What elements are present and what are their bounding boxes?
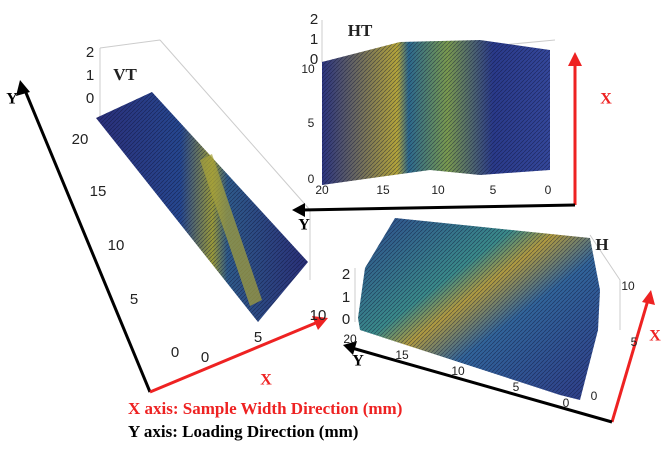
arrow-head xyxy=(292,203,305,217)
x-tick-label: 10 xyxy=(310,307,327,324)
arrow-head xyxy=(568,52,582,66)
surface-mesh xyxy=(358,218,600,400)
y-tick-label: 15 xyxy=(376,183,390,197)
y-tick-label: 5 xyxy=(130,291,138,308)
x-tick-label: 5 xyxy=(254,329,262,346)
y-tick-label: 15 xyxy=(395,348,409,362)
z-tick-label: 1 xyxy=(310,31,318,48)
x-tick-label: 10 xyxy=(621,279,635,293)
x-axis-letter: X xyxy=(600,91,612,108)
vt-panel xyxy=(16,40,328,392)
y-axis-letter: Y xyxy=(6,91,18,108)
side-tick-label: 0 xyxy=(308,172,315,186)
side-tick-label: 5 xyxy=(308,116,315,130)
y-tick-label: 20 xyxy=(343,332,357,346)
y-tick-label: 10 xyxy=(108,237,125,254)
z-tick-label: 2 xyxy=(86,44,94,61)
y-tick-label: 15 xyxy=(90,183,107,200)
y-tick-label: 20 xyxy=(315,183,329,197)
z-tick-label: 0 xyxy=(86,90,94,107)
panel-label: HT xyxy=(348,21,373,40)
y-tick-label: 0 xyxy=(563,396,570,410)
x-tick-label: 5 xyxy=(631,335,638,349)
caption-x: X axis: Sample Width Direction (mm) xyxy=(128,399,402,418)
x-axis-letter: X xyxy=(649,328,661,345)
x-tick-label: 0 xyxy=(201,349,209,366)
z-tick-label: 1 xyxy=(86,67,94,84)
z-tick-label: 2 xyxy=(342,266,350,283)
panel-label: VT xyxy=(113,65,137,84)
arrow-head xyxy=(642,290,655,305)
y-tick-label: 20 xyxy=(72,131,89,148)
y-tick-label: 5 xyxy=(513,380,520,394)
x-arrow xyxy=(612,300,648,422)
y-axis-letter: Y xyxy=(298,217,310,234)
y-tick-label: 0 xyxy=(171,344,179,361)
x-axis-letter: X xyxy=(260,372,272,389)
y-tick-label: 0 xyxy=(545,183,552,197)
z-tick-label: 2 xyxy=(310,11,318,28)
y-tick-label: 10 xyxy=(451,364,465,378)
panel-label: H xyxy=(595,235,608,254)
side-tick-label: 10 xyxy=(301,62,315,76)
y-tick-label: 5 xyxy=(490,183,497,197)
figure: VT210201510500510XYHT210105020151050XYH2… xyxy=(0,0,662,464)
caption-y: Y axis: Loading Direction (mm) xyxy=(128,422,358,441)
y-axis-letter: Y xyxy=(352,353,364,370)
y-tick-label: 10 xyxy=(431,183,445,197)
surface-mesh xyxy=(322,40,550,185)
y-arrow xyxy=(302,205,575,210)
x-tick-label: 0 xyxy=(591,389,598,403)
z-tick-label: 1 xyxy=(342,289,350,306)
surface-mesh xyxy=(96,92,308,322)
z-tick-label: 0 xyxy=(342,311,350,328)
